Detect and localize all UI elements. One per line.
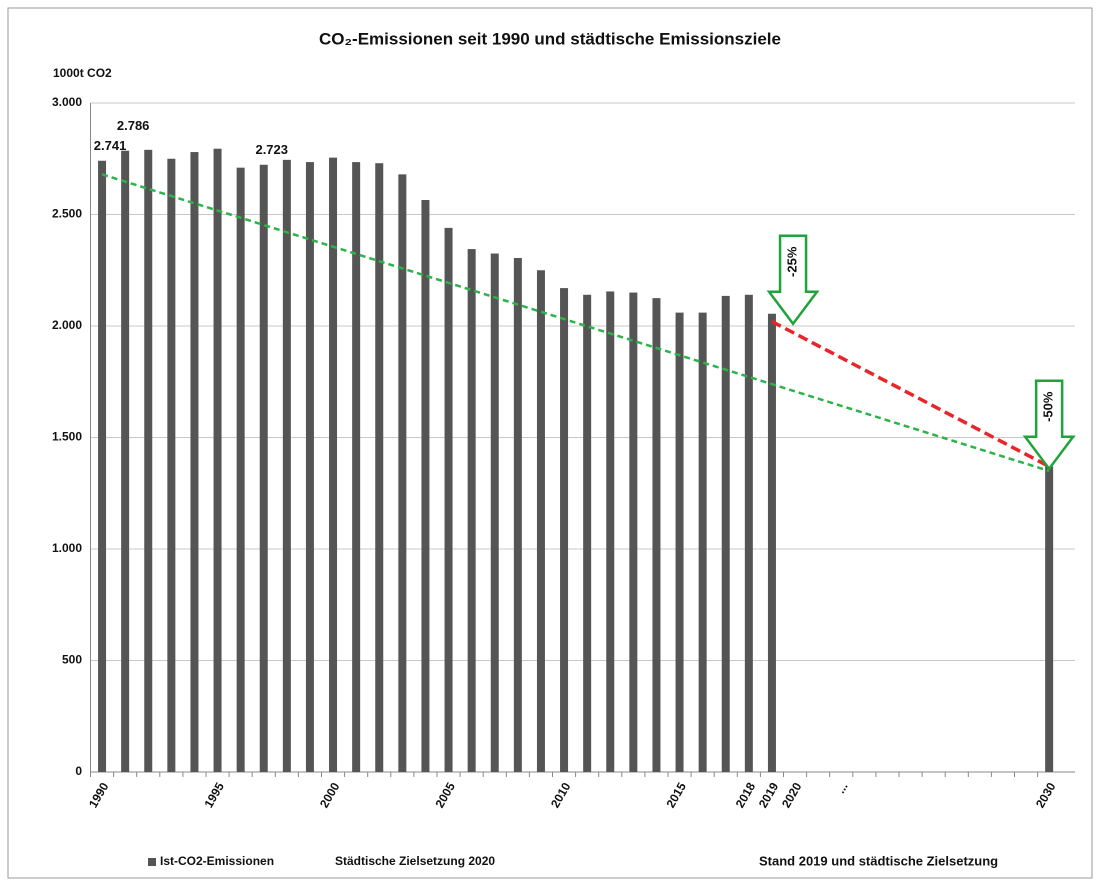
x-tick-label: ...	[833, 780, 850, 796]
chart-border	[7, 7, 1093, 879]
bar	[721, 295, 730, 772]
bar	[467, 249, 476, 772]
x-tick-label: 1995	[201, 780, 227, 810]
bar	[375, 163, 384, 772]
bar	[583, 294, 592, 772]
y-tick-label: 2.500	[52, 207, 82, 221]
bar	[282, 159, 291, 773]
bar	[513, 257, 522, 772]
y-axis-label: 1000t CO2	[53, 66, 112, 80]
x-tick-label: 2000	[317, 780, 343, 810]
bar	[744, 294, 753, 772]
bar	[98, 160, 107, 772]
bar	[606, 291, 615, 772]
bar	[560, 288, 569, 772]
y-tick-label: 1.000	[52, 541, 82, 555]
x-tick-label: 2030	[1033, 780, 1059, 810]
x-tick-label: 2018	[733, 780, 759, 810]
data-label: 2.723	[255, 142, 288, 157]
x-tick-label: 2019	[756, 780, 782, 810]
x-tick-label: 2005	[432, 780, 458, 810]
bar	[629, 292, 638, 772]
bar	[121, 150, 130, 773]
y-tick-label: 1.500	[52, 430, 82, 444]
bar	[675, 312, 684, 772]
y-tick-label: 500	[62, 653, 82, 667]
bar	[698, 312, 707, 772]
bar	[236, 167, 245, 773]
bar	[167, 158, 176, 772]
bar	[444, 227, 453, 772]
bar	[352, 162, 361, 773]
bar	[329, 157, 338, 772]
bar	[398, 174, 407, 773]
bar	[536, 270, 545, 772]
target-line	[101, 173, 1050, 473]
annotation-arrow: -50%	[1022, 379, 1076, 471]
bar	[652, 298, 661, 772]
x-tick-label: 2010	[548, 780, 574, 810]
arrow-shape	[766, 234, 820, 326]
bar	[144, 149, 153, 772]
annotation-text: -25%	[784, 246, 799, 277]
y-tick-label: 3.000	[52, 95, 82, 109]
bar	[421, 200, 430, 772]
bar	[767, 313, 776, 772]
annotation-text: -50%	[1041, 391, 1056, 422]
bar	[490, 253, 499, 772]
target-line	[771, 319, 1050, 469]
x-tick-label: 2020	[779, 780, 805, 810]
bar	[305, 162, 314, 773]
legend-label: Städtische Zielsetzung 2020	[335, 854, 495, 868]
y-tick-label: 2.000	[52, 318, 82, 332]
bar	[190, 152, 199, 772]
data-label: 2.741	[94, 138, 127, 153]
bar	[1045, 466, 1054, 772]
chart-title: CO₂-Emissionen seit 1990 und städtische …	[319, 29, 781, 48]
legend-label: Ist-CO2-Emissionen	[160, 854, 274, 868]
arrow-shape	[1022, 379, 1076, 471]
bar	[259, 164, 268, 772]
x-tick-label: 2015	[663, 780, 689, 810]
x-tick-label: 1990	[86, 780, 112, 810]
y-tick-label: 0	[75, 764, 82, 778]
legend-swatch	[148, 858, 156, 866]
annotation-arrow: -25%	[766, 234, 820, 326]
bar	[213, 148, 222, 773]
legend-label: Stand 2019 und städtische Zielsetzung	[759, 853, 998, 868]
data-label: 2.786	[117, 118, 150, 133]
